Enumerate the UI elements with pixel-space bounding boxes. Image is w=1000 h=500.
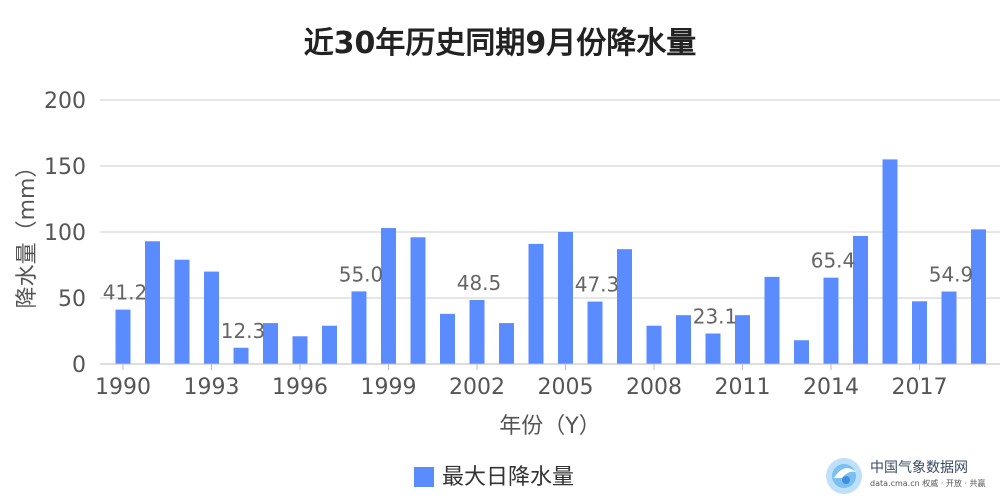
- y-tick-label: 50: [58, 287, 86, 312]
- bar-1997[interactable]: [322, 325, 337, 364]
- bar-2014[interactable]: [823, 277, 839, 364]
- bar-1999[interactable]: [381, 228, 396, 364]
- bar-2002[interactable]: [469, 299, 485, 364]
- bar-2012[interactable]: [764, 276, 780, 364]
- legend-swatch: [414, 467, 434, 487]
- x-axis-label: 年份（Y）: [499, 414, 600, 439]
- x-tick-label: 2011: [715, 375, 771, 400]
- cma-data-logo-icon: [826, 458, 862, 494]
- bar-1992[interactable]: [174, 259, 190, 364]
- chart-title: 近30年历史同期9月份降水量: [303, 26, 697, 61]
- y-tick-label: 200: [44, 89, 86, 114]
- bar-2004[interactable]: [528, 243, 544, 364]
- data-label-2002: 48.5: [457, 271, 502, 295]
- x-tick-label: 1990: [95, 375, 151, 400]
- data-labels: 41.2 12.3 55.0 48.5 47.3 23.1 65.4 54.9: [103, 249, 974, 343]
- data-label-2018: 54.9: [929, 263, 974, 287]
- bar-1995[interactable]: [263, 323, 278, 364]
- watermark-text: 中国气象数据网: [870, 460, 968, 476]
- bar-2008[interactable]: [646, 325, 662, 364]
- x-tick-label: 2014: [803, 375, 859, 400]
- bar-2018[interactable]: [941, 291, 957, 364]
- bar-2007[interactable]: [617, 249, 632, 364]
- y-tick-label: 0: [72, 353, 86, 378]
- bar-1996[interactable]: [292, 336, 308, 364]
- bar-1990[interactable]: [115, 309, 131, 364]
- y-tick-label: 100: [44, 221, 86, 246]
- x-tick-label: 1999: [361, 375, 417, 400]
- bar-2019[interactable]: [971, 229, 986, 364]
- y-axis-label: 降水量（mm）: [15, 156, 40, 309]
- x-tick-label: 2005: [538, 375, 594, 400]
- bar-2005[interactable]: [558, 232, 573, 364]
- legend[interactable]: 最大日降水量: [414, 465, 574, 490]
- data-label-2006: 47.3: [575, 273, 620, 297]
- data-label-2014: 65.4: [811, 249, 856, 273]
- bar-1993[interactable]: [204, 271, 219, 364]
- x-tick-label: 2017: [892, 375, 948, 400]
- legend-label: 最大日降水量: [442, 465, 574, 490]
- x-tick-label: 1993: [184, 375, 240, 400]
- bar-2006[interactable]: [587, 301, 603, 364]
- y-tick-label: 150: [44, 155, 86, 180]
- bar-2001[interactable]: [440, 313, 455, 364]
- bar-2000[interactable]: [410, 237, 426, 364]
- data-source-logo: 中国气象数据网 data.cma.cn 权威 · 开放 · 共赢: [822, 452, 1000, 500]
- bar-2013[interactable]: [794, 340, 809, 364]
- data-label-1990: 41.2: [103, 281, 148, 305]
- bar-2017[interactable]: [912, 301, 927, 364]
- x-tick-label: 2002: [449, 375, 505, 400]
- bar-1994[interactable]: [233, 347, 249, 364]
- axes: 0 50 100 150 200 1990 1993 1996 1999 2002 2005 2008…: [44, 89, 1000, 400]
- data-label-1998: 55.0: [339, 262, 384, 286]
- x-tick-label: 1996: [272, 375, 328, 400]
- bar-2011[interactable]: [735, 315, 750, 364]
- watermark-subtext: data.cma.cn 权威 · 开放 · 共赢: [870, 479, 986, 488]
- bar-1998[interactable]: [351, 291, 367, 364]
- bar-series: [115, 159, 986, 364]
- bar-2010[interactable]: [705, 333, 721, 364]
- bar-2003[interactable]: [499, 323, 514, 364]
- x-tick-label: 2008: [626, 375, 682, 400]
- bar-2009[interactable]: [676, 315, 691, 364]
- bar-2015[interactable]: [853, 235, 868, 364]
- bar-1991[interactable]: [145, 241, 160, 364]
- bar-2016[interactable]: [882, 159, 898, 364]
- data-label-1994: 12.3: [221, 319, 266, 343]
- data-label-2010: 23.1: [693, 305, 738, 329]
